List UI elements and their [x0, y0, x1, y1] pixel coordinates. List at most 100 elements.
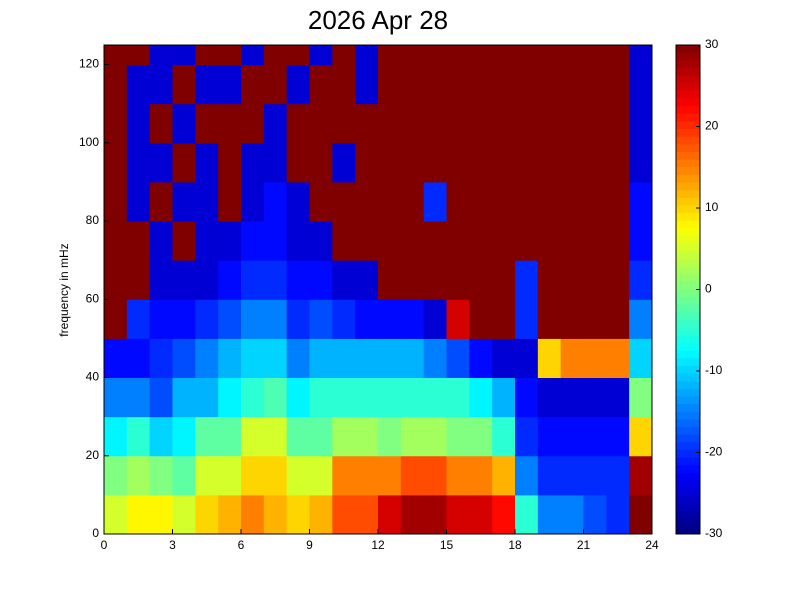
heatmap-cell: [172, 260, 196, 300]
heatmap-cell: [104, 299, 128, 339]
heatmap-cell: [149, 299, 173, 339]
heatmap-cell: [355, 142, 379, 183]
colorbar-swatch: [676, 67, 700, 77]
heatmap-cell: [446, 416, 470, 457]
y-tick-label: 20: [86, 448, 100, 462]
heatmap-cell: [286, 299, 310, 339]
heatmap-cell: [583, 455, 607, 496]
heatmap-cell: [309, 338, 333, 379]
colorbar-tick-label: 20: [705, 119, 719, 133]
heatmap-cell: [195, 416, 219, 457]
heatmap-cell: [332, 416, 356, 457]
x-tick-label: 15: [440, 538, 454, 552]
heatmap-cell: [583, 142, 607, 183]
y-tick-label: 60: [86, 291, 100, 305]
heatmap-cell: [469, 377, 493, 418]
heatmap-cell: [400, 494, 425, 535]
heatmap-cell: [446, 455, 470, 496]
heatmap-cell: [560, 377, 584, 418]
heatmap-cell: [104, 338, 128, 379]
heatmap-cell: [400, 142, 425, 183]
colorbar-swatch: [676, 381, 700, 390]
heatmap-cell: [218, 260, 242, 300]
heatmap-cell: [606, 338, 630, 379]
heatmap-cell: [218, 221, 242, 261]
heatmap-cell: [583, 494, 607, 535]
heatmap-cell: [629, 181, 653, 222]
colorbar-swatch: [676, 182, 700, 191]
heatmap-cell: [606, 416, 630, 457]
heatmap-cell: [515, 260, 539, 300]
heatmap-cell: [378, 260, 402, 300]
colorbar-swatch: [676, 205, 700, 214]
heatmap-cell: [218, 103, 242, 144]
heatmap-cell: [149, 455, 173, 496]
colorbar-swatch: [676, 449, 700, 459]
colorbar-swatch: [676, 228, 700, 237]
heatmap-cell: [149, 221, 173, 261]
colorbar-swatch: [676, 113, 700, 122]
heatmap-cell: [560, 338, 584, 379]
heatmap-cell: [172, 142, 196, 183]
colorbar-swatch: [676, 442, 700, 451]
colorbar-swatch: [676, 335, 700, 344]
colorbar-swatch: [676, 350, 700, 359]
y-tick-label: 0: [92, 526, 99, 540]
heatmap-cell: [172, 221, 196, 261]
heatmap-cell: [149, 377, 173, 418]
heatmap-cell: [172, 377, 196, 418]
heatmap-cell: [332, 103, 356, 144]
colorbar-swatch: [676, 159, 700, 168]
colorbar-swatch: [676, 411, 700, 420]
heatmap-cell: [400, 221, 425, 261]
colorbar-swatch: [676, 213, 700, 222]
heatmap-cell: [400, 338, 425, 379]
y-tick-label: 40: [86, 370, 100, 384]
colorbar-swatch: [676, 358, 700, 367]
colorbar-swatch: [676, 60, 700, 69]
heatmap-cell: [583, 64, 607, 105]
heatmap-cell: [332, 181, 356, 222]
heatmap-cell: [332, 338, 356, 379]
heatmap-cell: [218, 377, 242, 418]
heatmap-cell: [241, 45, 265, 66]
x-tick-label: 12: [371, 538, 385, 552]
heatmap-cell: [629, 64, 653, 105]
heatmap-cell: [629, 377, 653, 418]
heatmap-cell: [400, 64, 425, 105]
heatmap-cell: [423, 45, 447, 66]
heatmap-cell: [263, 455, 288, 496]
heatmap-cell: [309, 45, 333, 66]
heatmap-cell: [263, 64, 288, 105]
heatmap-cell: [241, 260, 265, 300]
heatmap-cell: [537, 142, 562, 183]
heatmap-cell: [332, 377, 356, 418]
heatmap-cell: [492, 455, 516, 496]
heatmap-cell: [104, 455, 128, 496]
heatmap-cell: [286, 455, 310, 496]
heatmap-cell: [195, 142, 219, 183]
x-tick-label: 6: [238, 538, 245, 552]
heatmap-cell: [378, 377, 402, 418]
colorbar-tick-label: 30: [705, 37, 719, 51]
heatmap-cell: [560, 64, 584, 105]
heatmap-cell: [515, 103, 539, 144]
heatmap-cell: [423, 377, 447, 418]
colorbar-swatch: [676, 258, 700, 268]
heatmap-cell: [149, 416, 173, 457]
colorbar-swatch: [676, 266, 700, 275]
heatmap-cell: [378, 103, 402, 144]
heatmap-cell: [218, 181, 242, 222]
heatmap-cell: [446, 299, 470, 339]
chart-title: 2026 Apr 28: [308, 5, 448, 35]
heatmap-cell: [492, 142, 516, 183]
colorbar-swatch: [676, 327, 700, 336]
heatmap-cell: [309, 299, 333, 339]
heatmap-cell: [332, 142, 356, 183]
heatmap-cell: [263, 494, 288, 535]
heatmap-cell: [469, 142, 493, 183]
y-tick-label: 120: [79, 57, 99, 71]
colorbar-swatch: [676, 129, 700, 138]
heatmap-cell: [378, 221, 402, 261]
